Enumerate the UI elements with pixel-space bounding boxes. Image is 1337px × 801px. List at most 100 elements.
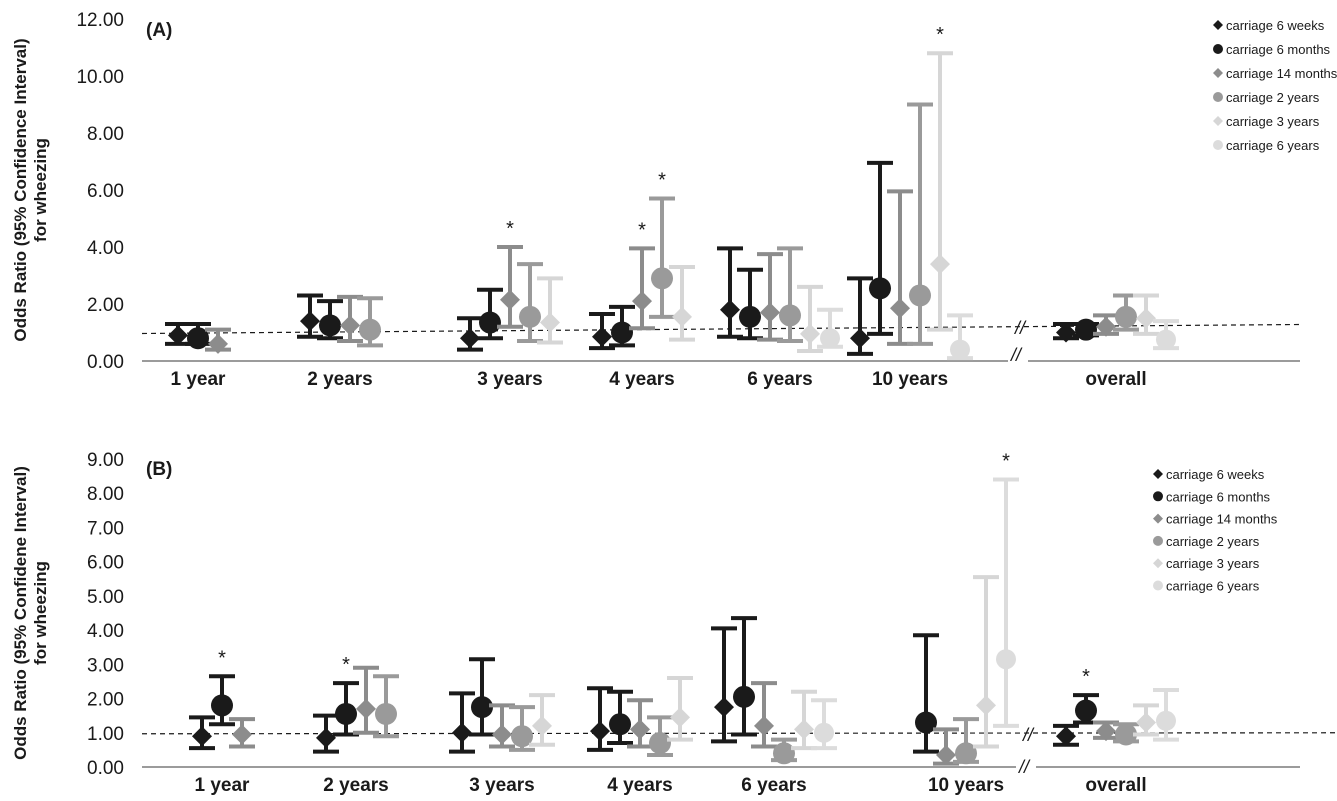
y-tick-label: 8.00 — [87, 484, 124, 505]
odds-ratio-point — [1096, 721, 1116, 742]
odds-ratio-point — [500, 289, 520, 310]
y-tick-label: 1.00 — [87, 724, 124, 745]
axis-break-mark: // — [1009, 345, 1023, 365]
legend-marker — [1213, 140, 1223, 150]
legend-label: carriage 2 years — [1226, 90, 1320, 105]
odds-ratio-point — [592, 326, 612, 347]
odds-ratio-point — [532, 715, 552, 736]
odds-ratio-point — [1056, 726, 1076, 747]
odds-ratio-point — [211, 694, 233, 717]
x-category-label: 3 years — [477, 369, 543, 390]
odds-ratio-point — [316, 727, 336, 748]
odds-ratio-point — [1136, 308, 1156, 329]
odds-ratio-point — [632, 291, 652, 312]
x-category-label: 6 years — [741, 775, 807, 796]
odds-ratio-point — [800, 323, 820, 344]
legend-marker — [1213, 92, 1223, 102]
y-axis-title-line: for wheezing — [31, 138, 50, 242]
y-tick-label: 7.00 — [87, 518, 124, 539]
legend-marker — [1153, 535, 1163, 546]
axis-break-mark: // — [1013, 318, 1027, 338]
odds-ratio-point — [936, 745, 956, 766]
panel-b-chart: 0.00 1.00 2.00 3.00 4.00 5.00 6.00 7.00 8.00 9.00… — [11, 450, 1337, 796]
axis-break-mark: // — [1017, 757, 1031, 777]
y-tick-label: 9.00 — [87, 450, 124, 471]
y-axis-title: Odds Ratio (95% Confidence Interval)for … — [11, 38, 50, 341]
odds-ratio-point — [511, 725, 533, 748]
legend-label: carriage 14 months — [1226, 66, 1337, 81]
y-axis-title-line: for wheezing — [31, 561, 50, 665]
odds-ratio-point — [820, 328, 840, 349]
significance-marker: * — [638, 219, 646, 241]
legend-marker — [1153, 558, 1163, 569]
odds-ratio-point — [319, 314, 341, 337]
y-axis-title: Odds Ratio (95% Confidene Interval)for w… — [11, 466, 50, 760]
legend-label: carriage 6 months — [1166, 489, 1271, 504]
odds-ratio-point — [479, 311, 501, 334]
odds-ratio-point — [1075, 699, 1097, 722]
odds-ratio-point — [976, 695, 996, 716]
odds-ratio-point — [192, 726, 212, 747]
y-tick-label: 5.00 — [87, 587, 124, 608]
significance-marker: * — [658, 170, 666, 192]
odds-ratio-point — [773, 742, 795, 765]
legend-label: carriage 6 weeks — [1226, 18, 1325, 33]
odds-ratio-point — [519, 305, 541, 328]
odds-ratio-point — [590, 721, 610, 742]
odds-ratio-point — [739, 305, 761, 328]
odds-ratio-point — [356, 698, 376, 719]
significance-marker: * — [506, 218, 514, 240]
significance-marker: * — [936, 24, 944, 46]
odds-ratio-point — [609, 713, 631, 736]
y-tick-label: 2.00 — [87, 690, 124, 711]
odds-ratio-point — [714, 697, 734, 718]
odds-ratio-point — [168, 325, 188, 346]
odds-ratio-point — [720, 299, 740, 320]
odds-ratio-point — [909, 284, 931, 307]
y-axis-title-line: Odds Ratio (95% Confidence Interval) — [11, 38, 30, 341]
y-tick-label: 4.00 — [87, 621, 124, 642]
y-tick-label: 6.00 — [87, 181, 124, 202]
y-tick-label: 12.00 — [76, 10, 124, 31]
odds-ratio-point — [649, 732, 671, 755]
x-category-label: 4 years — [607, 775, 673, 796]
odds-ratio-point — [794, 719, 814, 740]
y-tick-label: 4.00 — [87, 238, 124, 259]
odds-ratio-point — [930, 254, 950, 275]
legend-marker — [1213, 68, 1223, 78]
odds-ratio-point — [850, 328, 870, 349]
odds-ratio-point — [1156, 329, 1176, 350]
odds-ratio-point — [651, 267, 673, 290]
significance-marker: * — [218, 647, 226, 669]
x-category-label: 2 years — [307, 369, 373, 390]
odds-ratio-point — [670, 707, 690, 728]
odds-ratio-point — [1136, 712, 1156, 733]
y-tick-label: 6.00 — [87, 553, 124, 574]
x-category-label: 10 years — [872, 369, 948, 390]
odds-ratio-point — [672, 306, 692, 327]
legend-label: carriage 2 years — [1166, 534, 1260, 549]
legend-marker — [1153, 491, 1163, 502]
y-tick-label: 3.00 — [87, 655, 124, 676]
odds-ratio-point — [471, 696, 493, 719]
odds-ratio-point — [630, 719, 650, 740]
significance-marker: * — [342, 654, 350, 676]
x-category-label: 1 year — [195, 775, 251, 796]
legend-marker — [1153, 513, 1163, 524]
x-category-label: 1 year — [171, 369, 227, 390]
legend-label: carriage 3 years — [1226, 114, 1320, 129]
significance-marker: * — [1082, 666, 1090, 688]
odds-ratio-point — [232, 724, 252, 745]
odds-ratio-point — [950, 339, 970, 360]
legend-marker — [1213, 20, 1223, 30]
odds-ratio-point — [340, 315, 360, 336]
significance-marker: * — [1002, 451, 1010, 473]
odds-ratio-point — [1156, 710, 1176, 731]
odds-ratio-point — [760, 302, 780, 323]
legend-marker — [1153, 469, 1163, 479]
odds-ratio-point — [375, 702, 397, 725]
legend-label: carriage 3 years — [1166, 556, 1260, 571]
panel-label: (A) — [146, 20, 172, 41]
odds-ratio-point — [996, 649, 1016, 670]
